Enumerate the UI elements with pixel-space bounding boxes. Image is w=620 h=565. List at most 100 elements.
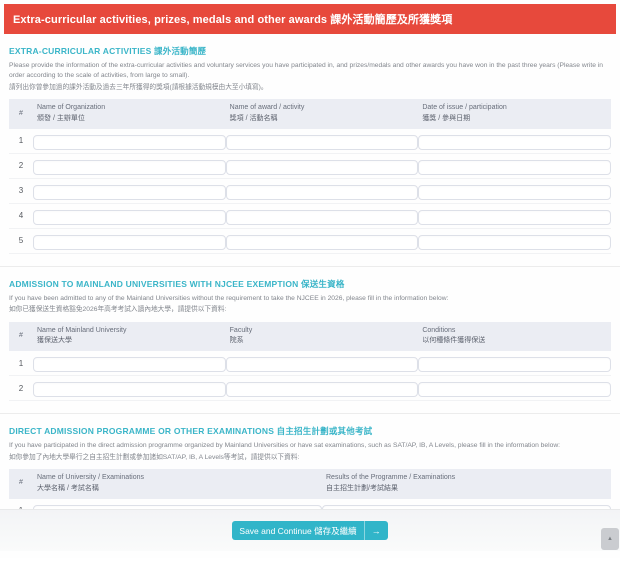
table-cell	[33, 203, 226, 228]
column-header-en: Name of Mainland University	[37, 326, 127, 334]
table-row: 3	[9, 178, 611, 204]
mainland-njcee-exemption-row2-col1-input[interactable]	[33, 382, 226, 398]
section-description-en: If you have participated in the direct a…	[9, 442, 561, 450]
section-title: DIRECT ADMISSION PROGRAMME OR OTHER EXAM…	[9, 426, 373, 437]
table-header-row: # Name of University / Examinations 大學名稱 /…	[9, 469, 611, 499]
table-cell	[225, 153, 419, 178]
column-header-en: Name of Organization	[37, 104, 106, 112]
section-divider	[0, 265, 620, 267]
column-header-en: Date of issue / participation	[422, 104, 507, 112]
section-extra-curricular-activities: EXTRA-CURRICULAR ACTIVITIES 課外活動簡歷 Please…	[0, 45, 620, 254]
extra-curricular-activities-row1-col3-input[interactable]	[418, 134, 611, 150]
column-header: Name of Organization 頒發 / 主辦單位	[33, 99, 226, 129]
row-number: 1	[18, 358, 24, 368]
extra-curricular-activities-row2-col1-input[interactable]	[33, 159, 226, 175]
table-row: 4	[9, 203, 611, 229]
extra-curricular-activities-row3-col1-input[interactable]	[33, 184, 226, 200]
table-cell	[33, 153, 226, 178]
column-header-en: Faculty	[229, 326, 253, 334]
extra-curricular-activities-row5-col3-input[interactable]	[418, 234, 611, 250]
column-header: Faculty 院系	[225, 321, 419, 352]
table-cell	[33, 228, 226, 253]
row-number: 2	[18, 161, 24, 171]
extra-curricular-activities-row4-col1-input[interactable]	[33, 209, 226, 225]
row-number: 1	[18, 136, 24, 146]
table-cell	[225, 178, 419, 203]
table-cell	[33, 351, 226, 376]
column-header-number: #	[9, 99, 33, 129]
section-description-zh: 請列出你曾參加過的課外活動及過去三年所獲得的獎項(請根據活動規模由大至小填寫)。	[9, 83, 268, 91]
chevron-up-icon: ▲	[607, 536, 613, 542]
extra-curricular-activities-row1-col2-input[interactable]	[225, 134, 419, 150]
table-cell	[418, 376, 611, 401]
table-row: 2	[9, 153, 611, 179]
column-header-zh: 自主招生計劃/考試結果	[326, 484, 398, 492]
extra-curricular-activities-row2-col3-input[interactable]	[418, 159, 611, 175]
column-header-en: Conditions	[422, 326, 456, 334]
column-header: Name of University / Examinations 大學名稱 / …	[33, 469, 322, 499]
column-header-en: Name of award / activity	[229, 104, 305, 112]
column-header-zh: 大學名稱 / 考試名稱	[37, 484, 99, 492]
column-header-zh: 獲保送大學	[37, 337, 72, 345]
section-description-zh: 如你參加了內地大學舉行之自主招生計劃或參加諸如SAT/AP, IB, A Lev…	[9, 453, 300, 461]
table-cell	[33, 376, 226, 401]
column-header: Date of issue / participation 獲獎 / 參與日期	[418, 99, 611, 129]
table-row: 5	[9, 228, 611, 254]
section-description-en: Please provide the information of the ex…	[9, 62, 604, 80]
extra-curricular-activities-row1-col1-input[interactable]	[33, 134, 226, 150]
table-cell	[418, 351, 611, 376]
row-number: 2	[18, 383, 24, 393]
extra-curricular-activities-row4-col3-input[interactable]	[418, 209, 611, 225]
table-cell	[418, 129, 611, 154]
table-cell	[418, 178, 611, 203]
column-header-zh: 以何種條件獲得保送	[422, 337, 486, 345]
column-header-number: #	[9, 321, 33, 352]
mainland-njcee-exemption-row2-col3-input[interactable]	[418, 382, 611, 398]
scroll-to-top-button[interactable]: ▲	[601, 528, 619, 550]
column-header: Name of Mainland University 獲保送大學	[33, 321, 226, 352]
table-cell	[225, 376, 419, 401]
column-header-zh: 獲獎 / 參與日期	[422, 114, 471, 122]
save-and-continue-button[interactable]: Save and Continue 儲存及繼續 →	[232, 521, 388, 540]
column-header-en: Name of University / Examinations	[37, 474, 144, 481]
page-title: Extra-curricular activities, prizes, med…	[4, 4, 616, 34]
section-description-zh: 如你已獲保送生資格豁免2026年高考考試入讀內地大學，請提供以下資料:	[9, 306, 227, 314]
extra-curricular-activities-row3-col3-input[interactable]	[418, 184, 611, 200]
table-row: 1	[9, 129, 611, 154]
arrow-right-icon: →	[371, 525, 381, 536]
mainland-njcee-exemption-row1-col2-input[interactable]	[225, 357, 419, 373]
extra-curricular-activities-row2-col2-input[interactable]	[225, 159, 419, 175]
mainland-njcee-exemption-row2-col2-input[interactable]	[225, 382, 419, 398]
column-header-zh: 頒發 / 主辦單位	[37, 114, 85, 122]
section-description-en: If you have been admitted to any of the …	[9, 294, 449, 302]
table-header-row: # Name of Mainland University 獲保送大學 Faculty…	[9, 321, 611, 352]
column-header-zh: 獎項 / 活動名稱	[229, 114, 278, 122]
table-cell	[33, 129, 226, 154]
column-header: Name of award / activity 獎項 / 活動名稱	[225, 99, 419, 129]
extra-curricular-activities-table: # Name of Organization 頒發 / 主辦單位 Name of aw…	[9, 99, 611, 254]
table-cell	[225, 351, 419, 376]
extra-curricular-activities-row4-col2-input[interactable]	[225, 209, 419, 225]
column-header: Results of the Programme / Examinations 自…	[322, 469, 611, 499]
sections-container: EXTRA-CURRICULAR ACTIVITIES 課外活動簡歷 Please…	[0, 45, 620, 549]
row-number: 3	[18, 186, 24, 196]
section-title: EXTRA-CURRICULAR ACTIVITIES 課外活動簡歷	[9, 46, 207, 56]
table-cell	[225, 203, 419, 228]
save-button-label: Save and Continue 儲存及繼續	[239, 525, 357, 536]
section-mainland-njcee-exemption: ADMISSION TO MAINLAND UNIVERSITIES WITH …	[0, 278, 620, 401]
mainland-njcee-exemption-row1-col1-input[interactable]	[33, 357, 226, 373]
extra-curricular-activities-row3-col2-input[interactable]	[225, 184, 419, 200]
table-row: 1	[9, 351, 611, 376]
column-header-en: Results of the Programme / Examinations	[326, 474, 456, 481]
extra-curricular-activities-row5-col1-input[interactable]	[33, 234, 226, 250]
footer-bar: Save and Continue 儲存及繼續 →	[0, 509, 620, 551]
table-cell	[225, 129, 419, 154]
table-row: 2	[9, 376, 611, 401]
table-cell	[418, 228, 611, 253]
table-cell	[33, 178, 226, 203]
mainland-njcee-exemption-table: # Name of Mainland University 獲保送大學 Faculty…	[9, 321, 611, 402]
row-number: 5	[18, 236, 24, 246]
mainland-njcee-exemption-row1-col3-input[interactable]	[418, 357, 611, 373]
extra-curricular-activities-row5-col2-input[interactable]	[225, 234, 419, 250]
